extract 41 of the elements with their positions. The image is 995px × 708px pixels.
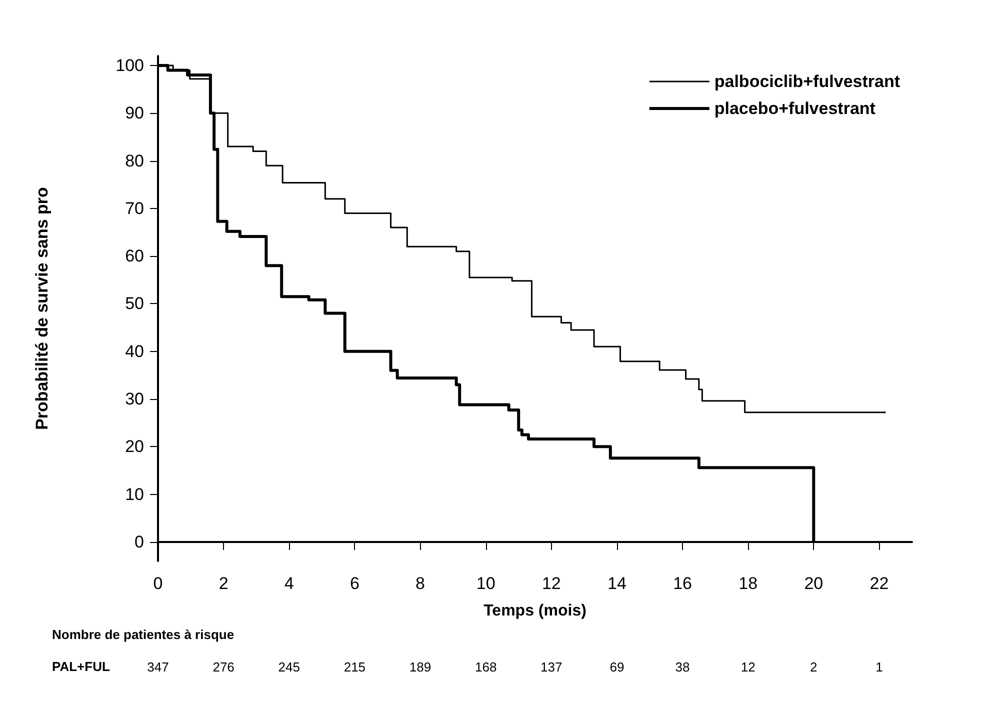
legend-label: palbociclib+fulvestrant [714,72,900,91]
text: 38 [675,660,690,674]
y-tick-label: 20 [125,437,144,456]
x-tick-label: 22 [870,574,889,593]
text: 276 [212,660,234,674]
text: 69 [610,660,624,674]
x-tick-label: 8 [416,574,425,593]
text: 189 [409,660,432,674]
x-tick-label: 2 [218,574,228,593]
y-tick-label: 0 [134,532,144,552]
legend-label: placebo+fulvestrant [714,99,876,118]
y-tick-label: 90 [125,104,144,123]
y-tick-label: 50 [125,294,144,314]
text: 347 [147,660,169,674]
x-tick-label: 20 [804,574,824,593]
text: PAL+FUL [52,659,110,674]
y-axis-title: Probabilité de survie sans pro [32,187,52,430]
text: 137 [540,660,562,674]
x-tick-label: 18 [738,574,758,593]
y-tick-label: 80 [125,151,144,170]
x-tick-label: 16 [673,574,692,593]
x-tick-label: 12 [542,574,561,593]
x-tick-label: 10 [476,574,496,593]
y-tick-label: 10 [125,484,144,504]
y-tick-label: 100 [116,56,144,76]
y-tick-label: 40 [125,342,144,361]
x-tick-label: 4 [284,574,294,593]
text: 215 [344,660,366,674]
y-tick-label: 60 [125,246,144,266]
text: 2 [810,660,818,674]
x-tick-label: 0 [153,574,163,593]
text: 12 [740,660,756,674]
x-axis-title: Temps (mois) [484,602,586,620]
text: 168 [474,660,497,674]
x-tick-label: 6 [350,574,360,593]
x-tick-label: 14 [607,574,626,593]
y-tick-label: 30 [125,390,144,409]
text: 1 [876,660,883,674]
text: Nombre de patientes à risque [52,627,234,642]
y-tick-label: 70 [125,198,144,218]
text: 245 [278,660,300,674]
